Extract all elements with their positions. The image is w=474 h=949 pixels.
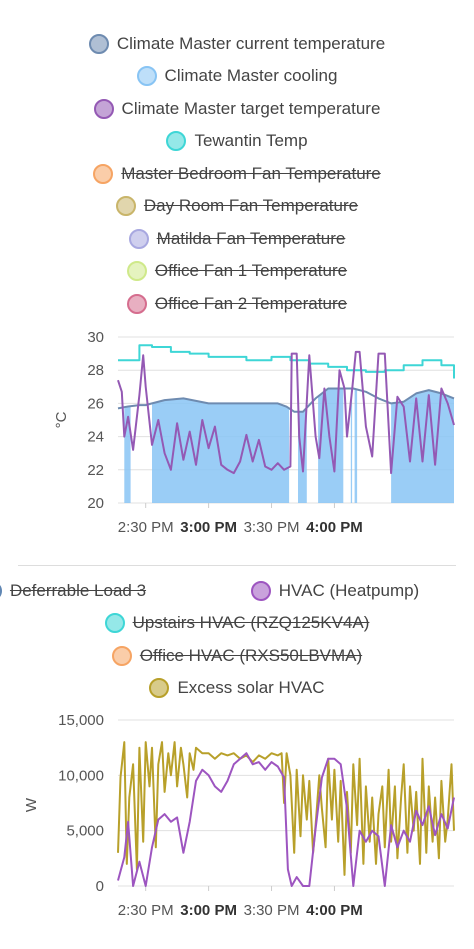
legend-swatch-icon — [88, 34, 109, 54]
legend-label: Office HVAC (RXS50LBVMA) — [139, 646, 363, 665]
x-tick-label: 4:00 PM — [306, 902, 363, 919]
y-tick-label: 0 — [96, 878, 104, 895]
legend-item-matilda-fan[interactable]: Matilda Fan Temperature — [0, 223, 474, 255]
y-tick-label: 20 — [87, 495, 104, 512]
x-tick-label: 3:00 PM — [180, 902, 237, 919]
legend-swatch-icon — [0, 581, 2, 601]
legend-item-target[interactable]: Climate Master target temperature — [0, 93, 474, 125]
legend-item-day-room-fan[interactable]: Day Room Fan Temperature — [0, 190, 474, 222]
y-tick-label: 22 — [87, 462, 104, 479]
legend-label: HVAC (Heatpump) — [278, 581, 420, 600]
x-tick-label: 3:30 PM — [244, 519, 300, 536]
legend-label: Excess solar HVAC — [177, 678, 325, 697]
legend-swatch-icon — [166, 131, 187, 151]
y-tick-label: 26 — [87, 395, 104, 412]
legend-item-cooling[interactable]: Climate Master cooling — [0, 60, 474, 92]
y-tick-label: 28 — [87, 362, 104, 379]
y-tick-label: 5,000 — [66, 823, 104, 840]
excess-solar-hvac-line — [117, 741, 455, 876]
cooling-area — [350, 388, 353, 503]
y-tick-label: 24 — [87, 429, 104, 446]
legend-label: Climate Master target temperature — [121, 99, 381, 118]
legend-label: Matilda Fan Temperature — [156, 229, 346, 248]
legend-swatch-icon — [104, 613, 125, 633]
legend-item-current[interactable]: Climate Master current temperature — [0, 28, 474, 60]
legend-item-master-fan[interactable]: Master Bedroom Fan Temperature — [0, 158, 474, 190]
x-tick-label: 3:00 PM — [180, 519, 237, 536]
legend-label: Master Bedroom Fan Temperature — [121, 164, 381, 183]
legend-item-tewantin[interactable]: Tewantin Temp — [0, 125, 474, 157]
target-temperature-line — [117, 350, 455, 475]
hvac-heatpump-line — [117, 752, 455, 887]
y-tick-label: 10,000 — [58, 767, 104, 784]
y-axis-label: W — [23, 797, 40, 812]
legend-swatch-icon — [128, 229, 149, 249]
legend-item-office-hvac[interactable]: Office HVAC (RXS50LBVMA) — [0, 640, 474, 672]
legend-label: Tewantin Temp — [194, 131, 308, 150]
legend-label: Upstairs HVAC (RZQ125KV4A) — [132, 613, 370, 632]
legend-swatch-icon — [149, 678, 170, 698]
x-tick-label: 3:30 PM — [244, 902, 300, 919]
legend-item-excess-solar[interactable]: Excess solar HVAC — [0, 672, 474, 704]
cooling-area — [354, 388, 358, 503]
y-axis-label: °C — [53, 411, 70, 428]
y-tick-label: 15,000 — [58, 712, 104, 729]
legend-item-office-fan-1[interactable]: Office Fan 1 Temperature — [0, 255, 474, 287]
legend-label: Climate Master current temperature — [116, 34, 386, 53]
legend-swatch-icon — [111, 646, 132, 666]
legend-swatch-icon — [126, 261, 147, 281]
power-chart: 15,000 10,000 5,000 0 W 2:30 PM 3:00 PM 3:30 PM… — [23, 712, 455, 919]
x-tick-label: 4:00 PM — [306, 519, 363, 536]
cooling-area — [391, 390, 454, 503]
legend-label: Climate Master cooling — [164, 66, 338, 85]
legend-item-hvac[interactable]: HVAC (Heatpump) — [220, 575, 450, 607]
legend-swatch-icon — [115, 196, 136, 216]
legend-swatch-icon — [93, 164, 114, 184]
legend-label: Deferrable Load 3 — [9, 581, 147, 600]
legend-swatch-icon — [126, 294, 147, 314]
legend-label: Office Fan 2 Temperature — [154, 294, 348, 313]
legend-swatch-icon — [93, 99, 114, 119]
legend-label: Day Room Fan Temperature — [143, 196, 359, 215]
divider — [18, 565, 456, 566]
tewantin-temp-line — [118, 344, 455, 379]
temperature-chart: 30 28 26 24 22 20 °C 2:30 PM 3:00 PM 3:30 PM 4:00 … — [53, 329, 455, 536]
x-tick-label: 2:30 PM — [118, 902, 174, 919]
y-tick-label: 30 — [87, 329, 104, 346]
cooling-area — [152, 398, 290, 503]
legend-item-office-fan-2[interactable]: Office Fan 2 Temperature — [0, 288, 474, 320]
legend-item-upstairs-hvac[interactable]: Upstairs HVAC (RZQ125KV4A) — [0, 607, 474, 639]
legend-label: Office Fan 1 Temperature — [154, 261, 348, 280]
legend-swatch-icon — [136, 66, 157, 86]
legend-item-deferrable[interactable]: Deferrable Load 3 — [0, 575, 192, 607]
x-tick-label: 2:30 PM — [118, 519, 174, 536]
legend-swatch-icon — [250, 581, 271, 601]
